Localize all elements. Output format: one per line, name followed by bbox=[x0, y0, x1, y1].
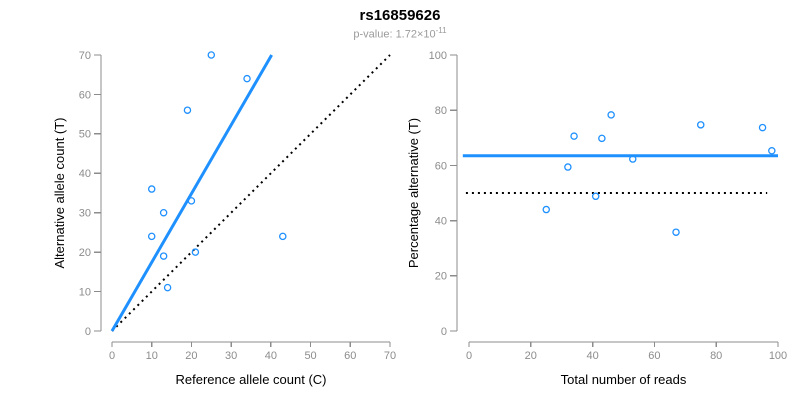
data-point bbox=[147, 232, 156, 241]
x-tick-label: 40 bbox=[265, 350, 277, 362]
y-tick-label: 60 bbox=[79, 89, 91, 101]
x-tick-label: 10 bbox=[146, 350, 158, 362]
data-point bbox=[629, 155, 637, 163]
x-tick-label: 60 bbox=[648, 350, 660, 362]
y-tick-label: 40 bbox=[435, 215, 447, 227]
y-tick-label: 0 bbox=[441, 326, 447, 338]
data-point bbox=[542, 205, 551, 214]
x-tick-label: 50 bbox=[304, 350, 316, 362]
y-tick-label: 30 bbox=[79, 208, 91, 220]
percentage-vs-reads-scatter: 0 20 40 60 80 100 0 20 40 60 80 100 Total number of … bbox=[406, 50, 787, 387]
data-point bbox=[768, 147, 776, 155]
data-point bbox=[147, 185, 156, 193]
x-tick-label: 100 bbox=[769, 350, 787, 362]
data-point bbox=[279, 232, 287, 241]
x-tick-label: 70 bbox=[384, 350, 396, 362]
data-point bbox=[163, 283, 172, 292]
p-value-text: p-value: 1.72×10 bbox=[353, 28, 436, 41]
y-tick-label: 70 bbox=[79, 50, 91, 62]
p-value-subtitle: p-value: 1.72×10-11 bbox=[0, 26, 800, 41]
x-tick-label: 40 bbox=[586, 350, 598, 362]
x-tick-label: 30 bbox=[225, 350, 237, 362]
x-tick-label: 60 bbox=[344, 350, 356, 362]
data-point bbox=[697, 121, 705, 129]
y-tick-label: 80 bbox=[435, 105, 447, 117]
data-point bbox=[598, 134, 606, 143]
x-tick-label: 80 bbox=[710, 350, 722, 362]
y-tick-label: 50 bbox=[79, 129, 91, 141]
fit-line bbox=[110, 54, 273, 332]
x-tick-label: 0 bbox=[466, 350, 472, 362]
x-axis-title: Reference allele count (C) bbox=[175, 372, 326, 387]
snp-title: rs16859626 bbox=[359, 7, 441, 24]
y-axis-title: Alternative allele count (T) bbox=[52, 117, 67, 268]
y-tick-label: 100 bbox=[429, 50, 447, 62]
data-point bbox=[207, 51, 216, 59]
data-point bbox=[183, 106, 192, 114]
y-tick-label: 20 bbox=[79, 247, 91, 259]
data-point bbox=[191, 248, 200, 256]
data-point bbox=[591, 192, 600, 201]
p-value-exponent: -11 bbox=[435, 26, 447, 35]
x-tick-label: 20 bbox=[525, 350, 537, 362]
x-tick-label: 0 bbox=[109, 350, 115, 362]
x-axis-title: Total number of reads bbox=[561, 372, 687, 387]
y-tick-label: 40 bbox=[79, 168, 91, 180]
allele-counts-scatter: 0 10 20 30 40 50 60 70 0 10 20 30 40 50 60 70 Reference … bbox=[52, 50, 396, 387]
y-tick-label: 60 bbox=[435, 160, 447, 172]
data-point bbox=[570, 132, 578, 140]
y-tick-label: 10 bbox=[79, 286, 91, 298]
data-point bbox=[672, 228, 680, 236]
x-tick-label: 20 bbox=[185, 350, 197, 362]
data-point bbox=[187, 197, 196, 205]
y-axis-title: Percentage alternative (T) bbox=[406, 118, 421, 268]
y-tick-label: 0 bbox=[85, 326, 91, 338]
identity-line bbox=[111, 54, 391, 332]
data-point bbox=[159, 252, 168, 260]
data-point bbox=[564, 163, 572, 171]
data-point bbox=[159, 208, 168, 217]
data-point bbox=[758, 123, 767, 132]
data-point bbox=[607, 111, 615, 119]
y-tick-label: 20 bbox=[435, 271, 447, 283]
data-point bbox=[243, 74, 251, 83]
